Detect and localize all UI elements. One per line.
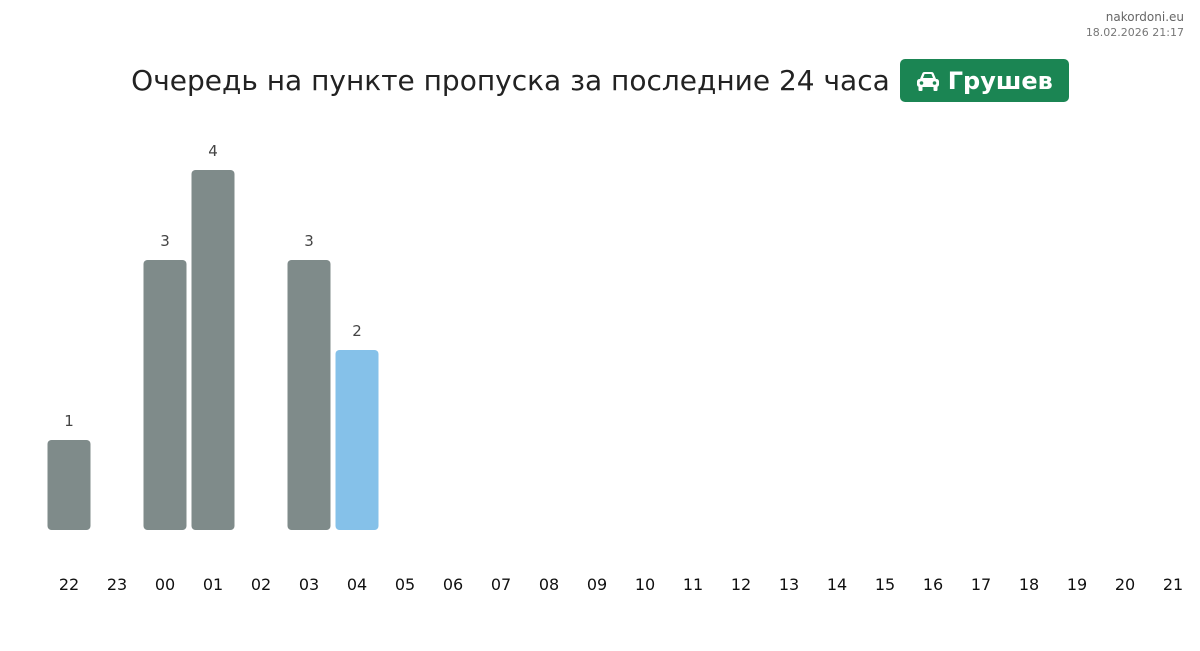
car-icon	[916, 71, 939, 91]
x-tick-label: 04	[347, 575, 367, 594]
x-tick-label: 15	[875, 575, 895, 594]
bar-00	[143, 260, 187, 530]
x-tick-label: 12	[731, 575, 751, 594]
chart-title: Очередь на пункте пропуска за последние …	[131, 64, 890, 97]
x-tick-label: 13	[779, 575, 799, 594]
x-tick-label: 11	[683, 575, 703, 594]
x-tick-label: 14	[827, 575, 847, 594]
x-tick-label: 09	[587, 575, 607, 594]
x-tick-label: 20	[1115, 575, 1135, 594]
x-tick-label: 21	[1163, 575, 1183, 594]
x-tick-label: 16	[923, 575, 943, 594]
chart-header: Очередь на пункте пропуска за последние …	[0, 59, 1200, 102]
x-tick-label: 06	[443, 575, 463, 594]
site-name: nakordoni.eu	[1105, 10, 1184, 24]
bar-value-label: 4	[208, 142, 218, 160]
x-tick-label: 03	[299, 575, 319, 594]
x-tick-label: 23	[107, 575, 127, 594]
crossing-badge: Грушев	[899, 59, 1069, 102]
x-tick-label: 10	[635, 575, 655, 594]
brand-block: nakordoni.eu 18.02.2026 21:17	[1086, 9, 1184, 41]
bar-04	[335, 350, 379, 530]
timestamp: 18.02.2026 21:17	[1085, 26, 1184, 39]
x-tick-label: 05	[395, 575, 415, 594]
x-tick-label: 18	[1019, 575, 1039, 594]
bar-22	[47, 440, 91, 530]
bar-value-label: 3	[160, 232, 170, 250]
bar-value-label: 3	[304, 232, 314, 250]
bar-value-label: 2	[352, 322, 362, 340]
x-tick-label: 19	[1067, 575, 1087, 594]
x-tick-label: 07	[491, 575, 511, 594]
bar-03	[287, 260, 331, 530]
x-tick-label: 08	[539, 575, 559, 594]
crossing-name: Грушев	[947, 66, 1053, 95]
bar-01	[191, 170, 235, 530]
x-tick-label: 01	[203, 575, 223, 594]
x-tick-label: 17	[971, 575, 991, 594]
x-tick-label: 00	[155, 575, 175, 594]
x-tick-label: 02	[251, 575, 271, 594]
bar-value-label: 1	[64, 412, 74, 430]
x-tick-label: 22	[59, 575, 79, 594]
